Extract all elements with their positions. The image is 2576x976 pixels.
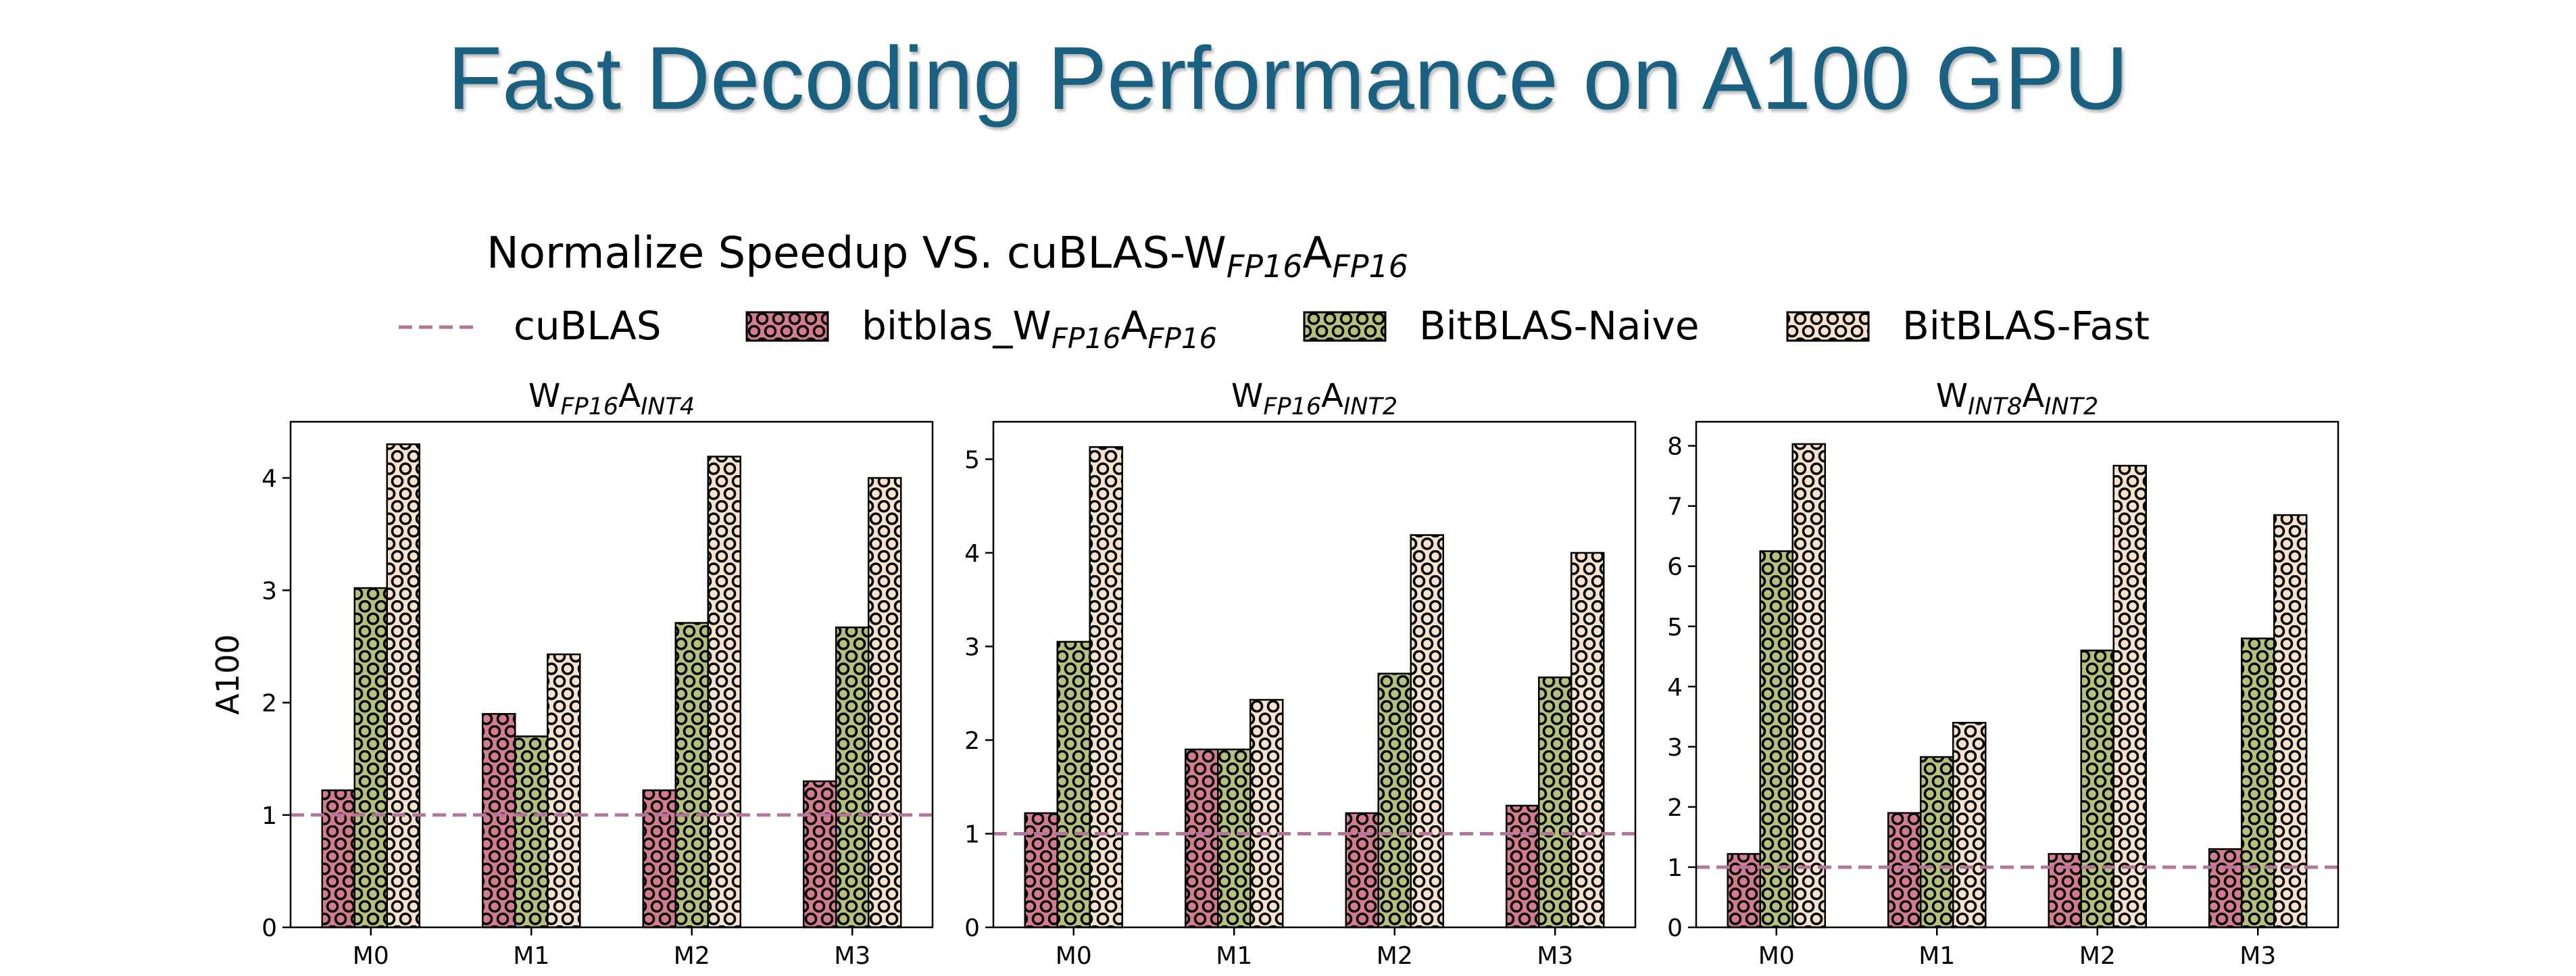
y-tick-label: 1 — [1667, 854, 1683, 882]
bar-hatch — [803, 780, 837, 929]
plot-frame — [1695, 420, 2339, 929]
y-tick-label: 1 — [964, 821, 980, 848]
bar-hatch — [386, 443, 420, 929]
bar-hatch — [1345, 812, 1379, 929]
legend-label: bitblas_WFP16AFP16 — [862, 303, 1217, 355]
legend-label: cuBLAS — [514, 303, 662, 349]
subplot-1: WFP16AINT4 0 1 2 3 4 M0 M1 M2 M3 A100 — [209, 377, 934, 970]
plot-frame — [289, 420, 934, 929]
y-tick-label: 6 — [1667, 554, 1683, 581]
bar-hatch — [868, 477, 902, 929]
bar-hatch — [1538, 676, 1572, 929]
legend-swatch-hatch — [1787, 312, 1868, 341]
bar-hatch — [1056, 641, 1091, 929]
bar-hatch — [1185, 748, 1219, 929]
legend-item-cublas: cuBLAS — [399, 303, 662, 349]
bar-hatch — [514, 735, 549, 929]
suptitle-mid: A — [1303, 228, 1333, 278]
y-tick-label: 4 — [1667, 674, 1683, 702]
bar-hatch — [1024, 812, 1058, 929]
y-tick-label: 7 — [1667, 493, 1683, 521]
subplot-title: WFP16AINT2 — [1231, 377, 1397, 420]
x-tick-label: M2 — [1377, 942, 1413, 970]
subplot-2: WFP16AINT2 0 1 2 3 4 5 M0 M1 M2 M3 — [964, 377, 1637, 970]
y-tick-label: 3 — [964, 633, 980, 661]
figure-suptitle: Normalize Speedup VS. cuBLAS-WFP16AFP16 — [487, 228, 1408, 285]
bar-hatch — [1089, 446, 1123, 929]
bar-hatch — [1727, 853, 1761, 929]
x-tick-label: M1 — [1918, 942, 1955, 970]
bar-hatch — [1920, 756, 1954, 929]
bar-hatch — [2080, 650, 2114, 929]
x-tick-label: M2 — [2079, 942, 2116, 970]
x-tick-label: M2 — [674, 942, 710, 970]
y-tick-label: 4 — [964, 540, 980, 568]
y-tick-label: 0 — [1667, 914, 1683, 942]
legend-item-bitblas-fp16: bitblas_WFP16AFP16 — [745, 303, 1217, 355]
suptitle-sub1: FP16 — [1227, 248, 1303, 285]
y-axis-label: A100 — [209, 634, 246, 714]
x-tick-label: M3 — [2239, 942, 2276, 970]
y-tick-label: 2 — [1667, 794, 1683, 822]
subplots: WFP16AINT4 0 1 2 3 4 M0 M1 M2 M3 A100 WFP16AINT2 0 1 2… — [209, 377, 2339, 970]
bar-hatch — [2273, 514, 2308, 929]
y-tick-label: 1 — [262, 802, 277, 830]
y-tick-label: 0 — [964, 914, 980, 942]
bar-hatch — [1952, 721, 1987, 929]
legend-swatch-hatch — [747, 312, 828, 341]
y-tick-label: 3 — [1667, 734, 1683, 762]
y-tick-label: 3 — [262, 577, 277, 605]
legend-label: BitBLAS-Fast — [1902, 303, 2150, 349]
subplot-title: WFP16AINT4 — [528, 377, 695, 420]
plot-frame — [992, 420, 1637, 929]
bar-hatch — [674, 622, 709, 929]
bar-hatch — [1887, 812, 1922, 929]
x-tick-label: M0 — [353, 942, 389, 970]
legend-label: BitBLAS-Naive — [1419, 303, 1700, 349]
y-tick-label: 2 — [964, 727, 980, 755]
legend-item-bitblas-fast: BitBLAS-Fast — [1786, 303, 2150, 349]
bar-hatch — [2112, 464, 2147, 929]
subplot-title: WINT8AINT2 — [1936, 377, 2099, 420]
bar-hatch — [1249, 699, 1284, 929]
bar-hatch — [2241, 637, 2275, 929]
x-tick-label: M3 — [1537, 942, 1573, 970]
suptitle-sub2: FP16 — [1332, 248, 1408, 285]
x-tick-label: M1 — [1216, 942, 1252, 970]
legend-swatch-hatch — [1304, 312, 1385, 341]
bar-hatch — [707, 456, 741, 929]
bar-hatch — [642, 789, 676, 929]
slide-title: Fast Decoding Performance on A100 GPU — [447, 28, 2129, 128]
y-tick-label: 5 — [1667, 614, 1683, 641]
legend-item-bitblas-naive: BitBLAS-Naive — [1303, 303, 1700, 349]
bar-hatch — [1759, 550, 1793, 929]
suptitle-main: Normalize Speedup VS. cuBLAS-W — [487, 228, 1227, 278]
y-tick-label: 8 — [1667, 433, 1683, 461]
x-tick-label: M0 — [1758, 942, 1795, 970]
legend: cuBLAS bitblas_WFP16AFP16 BitBLAS-Naive Bit… — [399, 303, 2150, 355]
bar-hatch — [1791, 443, 1826, 929]
bar-hatch — [1217, 748, 1252, 929]
bar-hatch — [353, 587, 388, 929]
bar-hatch — [2208, 848, 2243, 929]
bar-hatch — [482, 712, 516, 929]
bar-hatch — [547, 653, 581, 929]
bar-hatch — [835, 626, 870, 929]
bar-hatch — [1570, 552, 1605, 929]
y-tick-label: 4 — [262, 465, 277, 493]
y-tick-label: 0 — [262, 914, 277, 942]
bar-hatch — [2048, 853, 2082, 929]
x-tick-label: M3 — [834, 942, 870, 970]
bar-hatch — [1377, 673, 1412, 929]
y-tick-label: 2 — [262, 690, 277, 718]
x-tick-label: M0 — [1056, 942, 1092, 970]
bar-hatch — [1410, 534, 1444, 929]
y-tick-label: 5 — [964, 446, 980, 474]
bar-hatch — [1506, 804, 1540, 929]
bar-hatch — [321, 789, 355, 929]
subplot-3: WINT8AINT2 0 1 2 3 4 5 6 7 8 M0 M1 M2 M3 — [1667, 377, 2339, 970]
x-tick-label: M1 — [513, 942, 549, 970]
